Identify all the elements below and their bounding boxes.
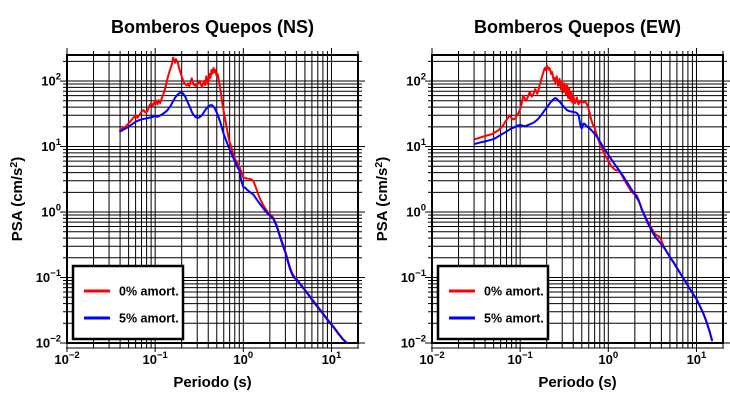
figure-panel-ew: 0% amort. 5% amort. 10−2 10−1 100 101 10−2 10−1… — [365, 0, 730, 400]
legend-box — [71, 264, 185, 341]
y-axis-title: PSA (cm/s2) — [8, 157, 26, 241]
legend-label-5pct: 5% amort. — [484, 312, 544, 326]
x-axis-title: Periodo (s) — [173, 374, 251, 391]
legend: 0% amort. 5% amort. — [436, 264, 550, 341]
psa-chart-ns: 0% amort.5% amort.10−2 10−1 100 10110−210−1… — [8, 17, 365, 391]
legend-label-5pct: 5% amort. — [119, 312, 179, 326]
psa-chart-ew: 0% amort.5% amort.10−2 10−1 100 10110−210−1… — [365, 0, 730, 400]
legend-label-0pct: 0% amort. — [484, 285, 544, 299]
x-axis-title: Periodo (s) — [538, 374, 616, 391]
plot-frame — [431, 54, 724, 344]
legend-label-0pct: 0% amort. — [119, 285, 179, 299]
y-axis-title: PSA (cm/s2) — [373, 157, 391, 241]
plot-frame — [66, 54, 359, 344]
figure-panel-ns: 0% amort. 5% amort. 10−2 10−1 100 101 10−2 10−1… — [8, 17, 365, 391]
chart-title: Bomberos Quepos (NS) — [111, 17, 314, 37]
grid — [431, 55, 724, 344]
series-line-5pct — [474, 97, 713, 342]
series-line-5pct — [119, 91, 348, 344]
legend: 0% amort. 5% amort. — [71, 264, 185, 341]
legend-box — [436, 264, 550, 341]
chart-title: Bomberos Quepos (EW) — [474, 17, 681, 37]
